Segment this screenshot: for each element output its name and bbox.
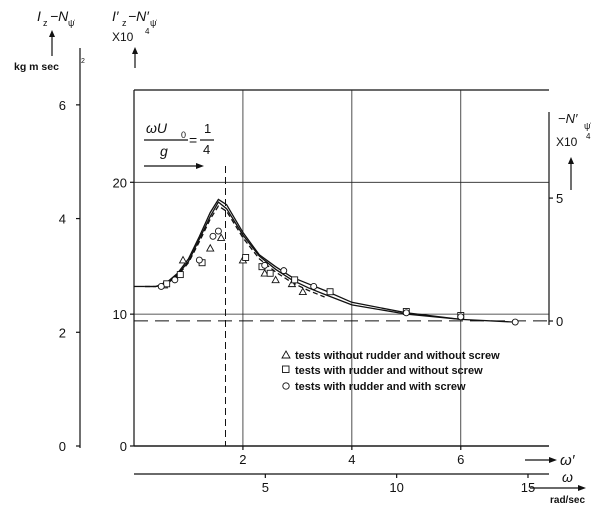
outer-axis-label: I z −N ψ̇ kg m sec 2 (14, 8, 85, 73)
legend-square-marker (282, 365, 290, 373)
circle-marker-4 (214, 227, 222, 235)
right-tick-label-0: 0 (556, 314, 563, 329)
x-nondim-label-group: ω′ (525, 452, 576, 469)
x-nondim-arrowhead (549, 457, 557, 463)
inner-axis-label-dash: −N′ (128, 8, 150, 24)
circle-marker-3 (209, 232, 217, 240)
outer-axis-arrowhead (49, 30, 55, 37)
inner-axis-label-main: I′ (112, 8, 120, 24)
x-dim-tick-label-5: 5 (262, 480, 269, 495)
circle-marker-6 (280, 267, 288, 275)
triangle-marker-3 (216, 233, 226, 241)
outer-tick-label-6: 6 (59, 98, 66, 113)
square-marker-7 (326, 288, 334, 296)
x-nondim-tick-label-4: 4 (348, 452, 355, 467)
square-marker-6 (291, 276, 299, 284)
circle-marker-7 (310, 283, 318, 290)
outer-axis-label-dash: −N (50, 8, 69, 24)
circle-marker-5 (261, 261, 269, 269)
outer-axis-label-main: I (37, 8, 41, 24)
annotation-equals: = (189, 132, 197, 148)
right-axis-label-sub: ψ̇ (584, 121, 591, 131)
triangle-marker-8 (298, 287, 308, 295)
inner-axis-arrowhead (132, 47, 138, 54)
inner-axis-label-sub2: ψ̇ (150, 18, 157, 28)
outer-axis-unit: kg m sec (14, 61, 59, 73)
square-marker-0 (163, 280, 171, 288)
right-axis-arrowhead (568, 157, 574, 164)
legend-circle-marker (282, 382, 290, 390)
legend-label-rudder-no-screw: tests with rudder and without screw (295, 365, 483, 377)
annotation-denominator: g (160, 143, 168, 159)
circle-marker-10 (511, 318, 519, 326)
x-dim-label: ω (562, 469, 573, 485)
inner-axis-scale: X10 (112, 30, 134, 44)
outer-axis-label-sub: z (43, 18, 48, 28)
right-axis-scale-sup: 4 (586, 132, 591, 141)
inner-tick-label-0: 0 (120, 439, 127, 454)
annotation-lhs-sub: 0 (181, 130, 186, 140)
square-marker-5 (266, 269, 274, 277)
x-nondim-label: ω′ (560, 452, 576, 469)
outer-tick-label-2: 2 (59, 325, 66, 340)
square-marker-1 (176, 271, 184, 279)
circle-marker-2 (195, 256, 203, 264)
x-dim-tick-label-10: 10 (389, 480, 403, 495)
circle-marker-9 (457, 313, 465, 321)
x-nondim-tick-label-2: 2 (239, 452, 246, 467)
inner-tick-label-10: 10 (113, 307, 127, 322)
square-marker-3 (242, 254, 250, 261)
x-dim-arrowhead (578, 485, 586, 491)
annotation-lhs: ωU (146, 120, 168, 136)
legend-item-rudder-screw: tests with rudder and with screw (282, 381, 466, 393)
legend: tests without rudder and without screw t… (281, 350, 500, 393)
right-axis-scale: X10 (556, 135, 578, 149)
annotation-numerator: 1 (204, 121, 211, 136)
legend-label-without-rudder: tests without rudder and without screw (295, 350, 500, 362)
right-axis-label-main: −N′ (558, 111, 578, 126)
outer-tick-label-4: 4 (59, 212, 66, 227)
annotation-arrowhead (196, 163, 204, 169)
outer-axis-unit-sup: 2 (81, 58, 85, 65)
outer-tick-label-0: 0 (59, 439, 66, 454)
legend-triangle-marker (281, 350, 291, 359)
legend-item-rudder-no-screw: tests with rudder and without screw (282, 365, 483, 377)
triangle-marker-5 (260, 268, 269, 277)
circle-marker-1 (171, 276, 179, 284)
outer-axis-label-sub2: ψ̇ (68, 18, 75, 28)
triangle-marker-7 (287, 279, 297, 288)
right-axis-label: −N′ ψ̇ X10 4 (556, 111, 591, 149)
legend-item-without-rudder: tests without rudder and without screw (281, 350, 500, 362)
triangle-marker-1 (178, 255, 188, 264)
triangle-marker-2 (205, 243, 215, 252)
x-dim-label-group: ω rad/sec (530, 469, 586, 506)
circle-marker-0 (157, 283, 165, 290)
inner-tick-label-20: 20 (113, 175, 127, 190)
circle-marker-8 (402, 309, 410, 317)
inner-axis-label-sub: z (122, 18, 127, 28)
legend-label-rudder-screw: tests with rudder and with screw (295, 381, 466, 393)
annotation-denominator-rhs: 4 (203, 142, 210, 157)
triangle-marker-6 (271, 275, 280, 284)
series-line-square (144, 198, 461, 321)
inner-axis-scale-sup: 4 (145, 27, 150, 36)
right-tick-label-5: 5 (556, 191, 563, 206)
inner-axis-label: I′ z −N′ ψ̇ X10 4 (112, 8, 157, 44)
x-nondim-tick-label-6: 6 (457, 452, 464, 467)
x-dim-tick-label-15: 15 (521, 480, 535, 495)
x-dim-unit: rad/sec (550, 495, 585, 506)
frequency-annotation: ωU 0 g = 1 4 (144, 120, 214, 159)
